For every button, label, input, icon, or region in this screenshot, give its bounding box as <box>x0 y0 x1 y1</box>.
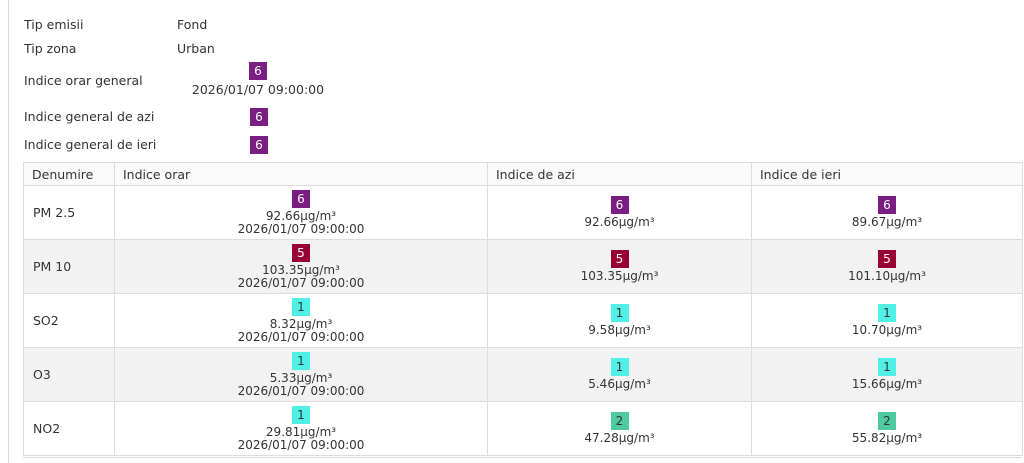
hourly-index-cell: 5 103.35µg/m³ 2026/01/07 09:00:00 <box>114 239 488 294</box>
concentration-value: 8.32µg/m³ <box>269 316 333 331</box>
index-badge: 1 <box>878 358 896 376</box>
station-panel <box>8 0 1024 463</box>
yesterday-index-cell: 6 89.67µg/m³ <box>751 185 1023 240</box>
column-header-indice-ieri: Indice de ieri <box>751 162 1023 186</box>
timestamp: 2026/01/07 09:00:00 <box>237 275 365 290</box>
table-header-row: Denumire Indice orar Indice de azi Indic… <box>23 162 1023 186</box>
indice-general-azi-badge: 6 <box>250 108 268 126</box>
index-badge: 1 <box>610 304 629 322</box>
indice-orar-general-label: Indice orar general <box>24 73 143 88</box>
concentration-value: 92.66µg/m³ <box>265 208 337 223</box>
pollutant-name: NO2 <box>23 401 115 456</box>
timestamp: 2026/01/07 09:00:00 <box>237 383 365 398</box>
today-index-cell: 2 47.28µg/m³ <box>487 401 752 456</box>
concentration-value: 5.46µg/m³ <box>588 377 651 391</box>
index-badge: 6 <box>292 189 310 208</box>
column-header-denumire: Denumire <box>23 162 115 186</box>
today-index-cell: 5 103.35µg/m³ <box>487 239 752 294</box>
hourly-index-cell: 6 92.66µg/m³ 2026/01/07 09:00:00 <box>114 185 488 240</box>
index-badge: 5 <box>610 250 629 268</box>
today-index-cell: 6 92.66µg/m³ <box>487 185 752 240</box>
yesterday-index-cell: 2 55.82µg/m³ <box>751 401 1023 456</box>
concentration-value: 10.70µg/m³ <box>851 323 923 337</box>
index-badge: 1 <box>878 304 896 322</box>
index-badge: 2 <box>878 412 896 430</box>
concentration-value: 103.35µg/m³ <box>262 262 340 277</box>
indice-general-ieri-badge: 6 <box>250 136 268 154</box>
hourly-index-cell: 1 5.33µg/m³ 2026/01/07 09:00:00 <box>114 347 488 402</box>
timestamp: 2026/01/07 09:00:00 <box>237 329 365 344</box>
concentration-value: 101.10µg/m³ <box>848 269 926 283</box>
index-badge: 2 <box>610 412 629 430</box>
indice-general-ieri-label: Indice general de ieri <box>24 137 157 152</box>
pollutant-table: Denumire Indice orar Indice de azi Indic… <box>23 162 1023 456</box>
concentration-value: 103.35µg/m³ <box>580 269 659 283</box>
today-index-cell: 1 5.46µg/m³ <box>487 347 752 402</box>
index-badge: 6 <box>878 196 896 214</box>
hourly-index-cell: 1 8.32µg/m³ 2026/01/07 09:00:00 <box>114 293 488 348</box>
indice-orar-general-value: 6 2026/01/07 09:00:00 <box>173 62 343 97</box>
table-row: NO2 1 29.81µg/m³ 2026/01/07 09:00:00 2 4… <box>23 401 1023 456</box>
index-badge: 5 <box>292 243 310 262</box>
concentration-value: 9.58µg/m³ <box>588 323 651 337</box>
table-row: PM 10 5 103.35µg/m³ 2026/01/07 09:00:00 … <box>23 239 1023 294</box>
index-badge: 5 <box>878 250 896 268</box>
table-row: PM 2.5 6 92.66µg/m³ 2026/01/07 09:00:00 … <box>23 185 1023 240</box>
concentration-value: 29.81µg/m³ <box>265 424 337 439</box>
timestamp: 2026/01/07 09:00:00 <box>237 221 365 236</box>
tip-emisii-value: Fond <box>177 17 208 32</box>
concentration-value: 5.33µg/m³ <box>269 370 333 385</box>
concentration-value: 55.82µg/m³ <box>851 431 923 445</box>
today-index-cell: 1 9.58µg/m³ <box>487 293 752 348</box>
yesterday-index-cell: 1 15.66µg/m³ <box>751 347 1023 402</box>
hourly-index-cell: 1 29.81µg/m³ 2026/01/07 09:00:00 <box>114 401 488 456</box>
tip-zona-value: Urban <box>177 41 215 56</box>
tip-zona-label: Tip zona <box>24 41 77 56</box>
timestamp: 2026/01/07 09:00:00 <box>191 82 325 97</box>
index-badge: 1 <box>610 358 629 376</box>
pollutant-name: PM 10 <box>23 239 115 294</box>
indice-general-azi-label: Indice general de azi <box>24 109 155 124</box>
table-row: SO2 1 8.32µg/m³ 2026/01/07 09:00:00 1 9.… <box>23 293 1023 348</box>
table-bottom-divider <box>23 457 1022 458</box>
index-badge: 6 <box>610 196 629 214</box>
yesterday-index-cell: 1 10.70µg/m³ <box>751 293 1023 348</box>
concentration-value: 47.28µg/m³ <box>584 431 655 445</box>
concentration-value: 89.67µg/m³ <box>851 215 923 229</box>
pollutant-name: SO2 <box>23 293 115 348</box>
tip-emisii-label: Tip emisii <box>24 17 84 32</box>
column-header-indice-orar: Indice orar <box>114 162 488 186</box>
index-badge: 1 <box>292 297 310 316</box>
pollutant-name: O3 <box>23 347 115 402</box>
yesterday-index-cell: 5 101.10µg/m³ <box>751 239 1023 294</box>
index-badge: 1 <box>292 351 310 370</box>
table-row: O3 1 5.33µg/m³ 2026/01/07 09:00:00 1 5.4… <box>23 347 1023 402</box>
column-header-indice-azi: Indice de azi <box>487 162 752 186</box>
index-badge: 1 <box>292 405 310 424</box>
concentration-value: 15.66µg/m³ <box>851 377 923 391</box>
index-badge: 6 <box>249 62 267 80</box>
concentration-value: 92.66µg/m³ <box>584 215 655 229</box>
pollutant-name: PM 2.5 <box>23 185 115 240</box>
timestamp: 2026/01/07 09:00:00 <box>237 437 365 452</box>
